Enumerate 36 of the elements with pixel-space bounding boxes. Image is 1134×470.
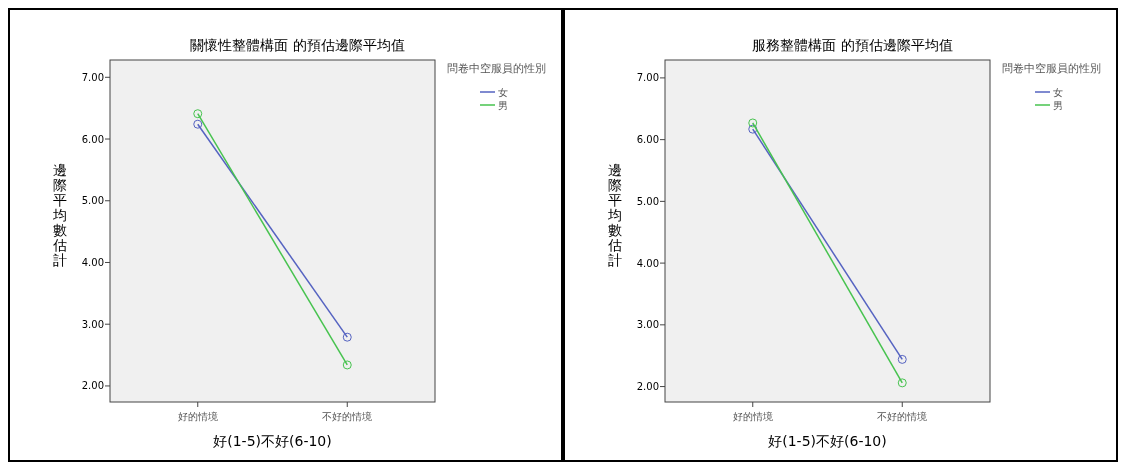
chart-title: 服務整體構面 的預估邊際平均值: [752, 37, 953, 53]
point: [897, 378, 907, 388]
y-tick-label: 3.00: [81, 318, 104, 330]
x-tick-label: 不好的情境: [877, 411, 928, 422]
point: [193, 109, 203, 119]
y-tick-label: 3.00: [636, 319, 659, 331]
y-tick-label: 7.00: [636, 72, 659, 84]
x-axis-title: 好(1-5)不好(6-10): [768, 433, 887, 449]
x-tick-label: 好的情境: [177, 411, 218, 422]
y-tick-label: 7.00: [81, 71, 104, 83]
y-tick-label: 2.00: [81, 380, 104, 392]
legend-label: 女: [498, 86, 508, 98]
y-axis-title: 邊際平均數估計: [607, 162, 622, 268]
legend-label: 女: [1053, 86, 1063, 98]
y-tick-label: 6.00: [636, 134, 659, 146]
point: [342, 332, 352, 342]
point: [748, 118, 758, 128]
x-axis-title: 好(1-5)不好(6-10): [213, 433, 332, 449]
point: [193, 119, 203, 129]
legend-title: 問卷中空服員的性別: [1002, 62, 1101, 75]
legend-label: 男: [498, 99, 508, 111]
point: [342, 360, 352, 370]
y-tick-label: 5.00: [81, 195, 104, 207]
y-tick-label: 6.00: [81, 133, 104, 145]
point: [897, 354, 907, 364]
y-tick-label: 4.00: [81, 256, 104, 268]
point: [748, 124, 758, 134]
x-tick-label: 好的情境: [732, 411, 773, 422]
x-tick-label: 不好的情境: [322, 411, 373, 422]
y-tick-label: 4.00: [636, 257, 659, 269]
y-tick-label: 5.00: [636, 195, 659, 207]
legend-title: 問卷中空服員的性別: [447, 62, 546, 75]
y-axis-title: 邊際平均數估計: [52, 162, 67, 268]
y-tick-label: 2.00: [636, 381, 659, 393]
chart-title: 關懷性整體構面 的預估邊際平均值: [190, 37, 405, 53]
legend-label: 男: [1053, 99, 1063, 111]
